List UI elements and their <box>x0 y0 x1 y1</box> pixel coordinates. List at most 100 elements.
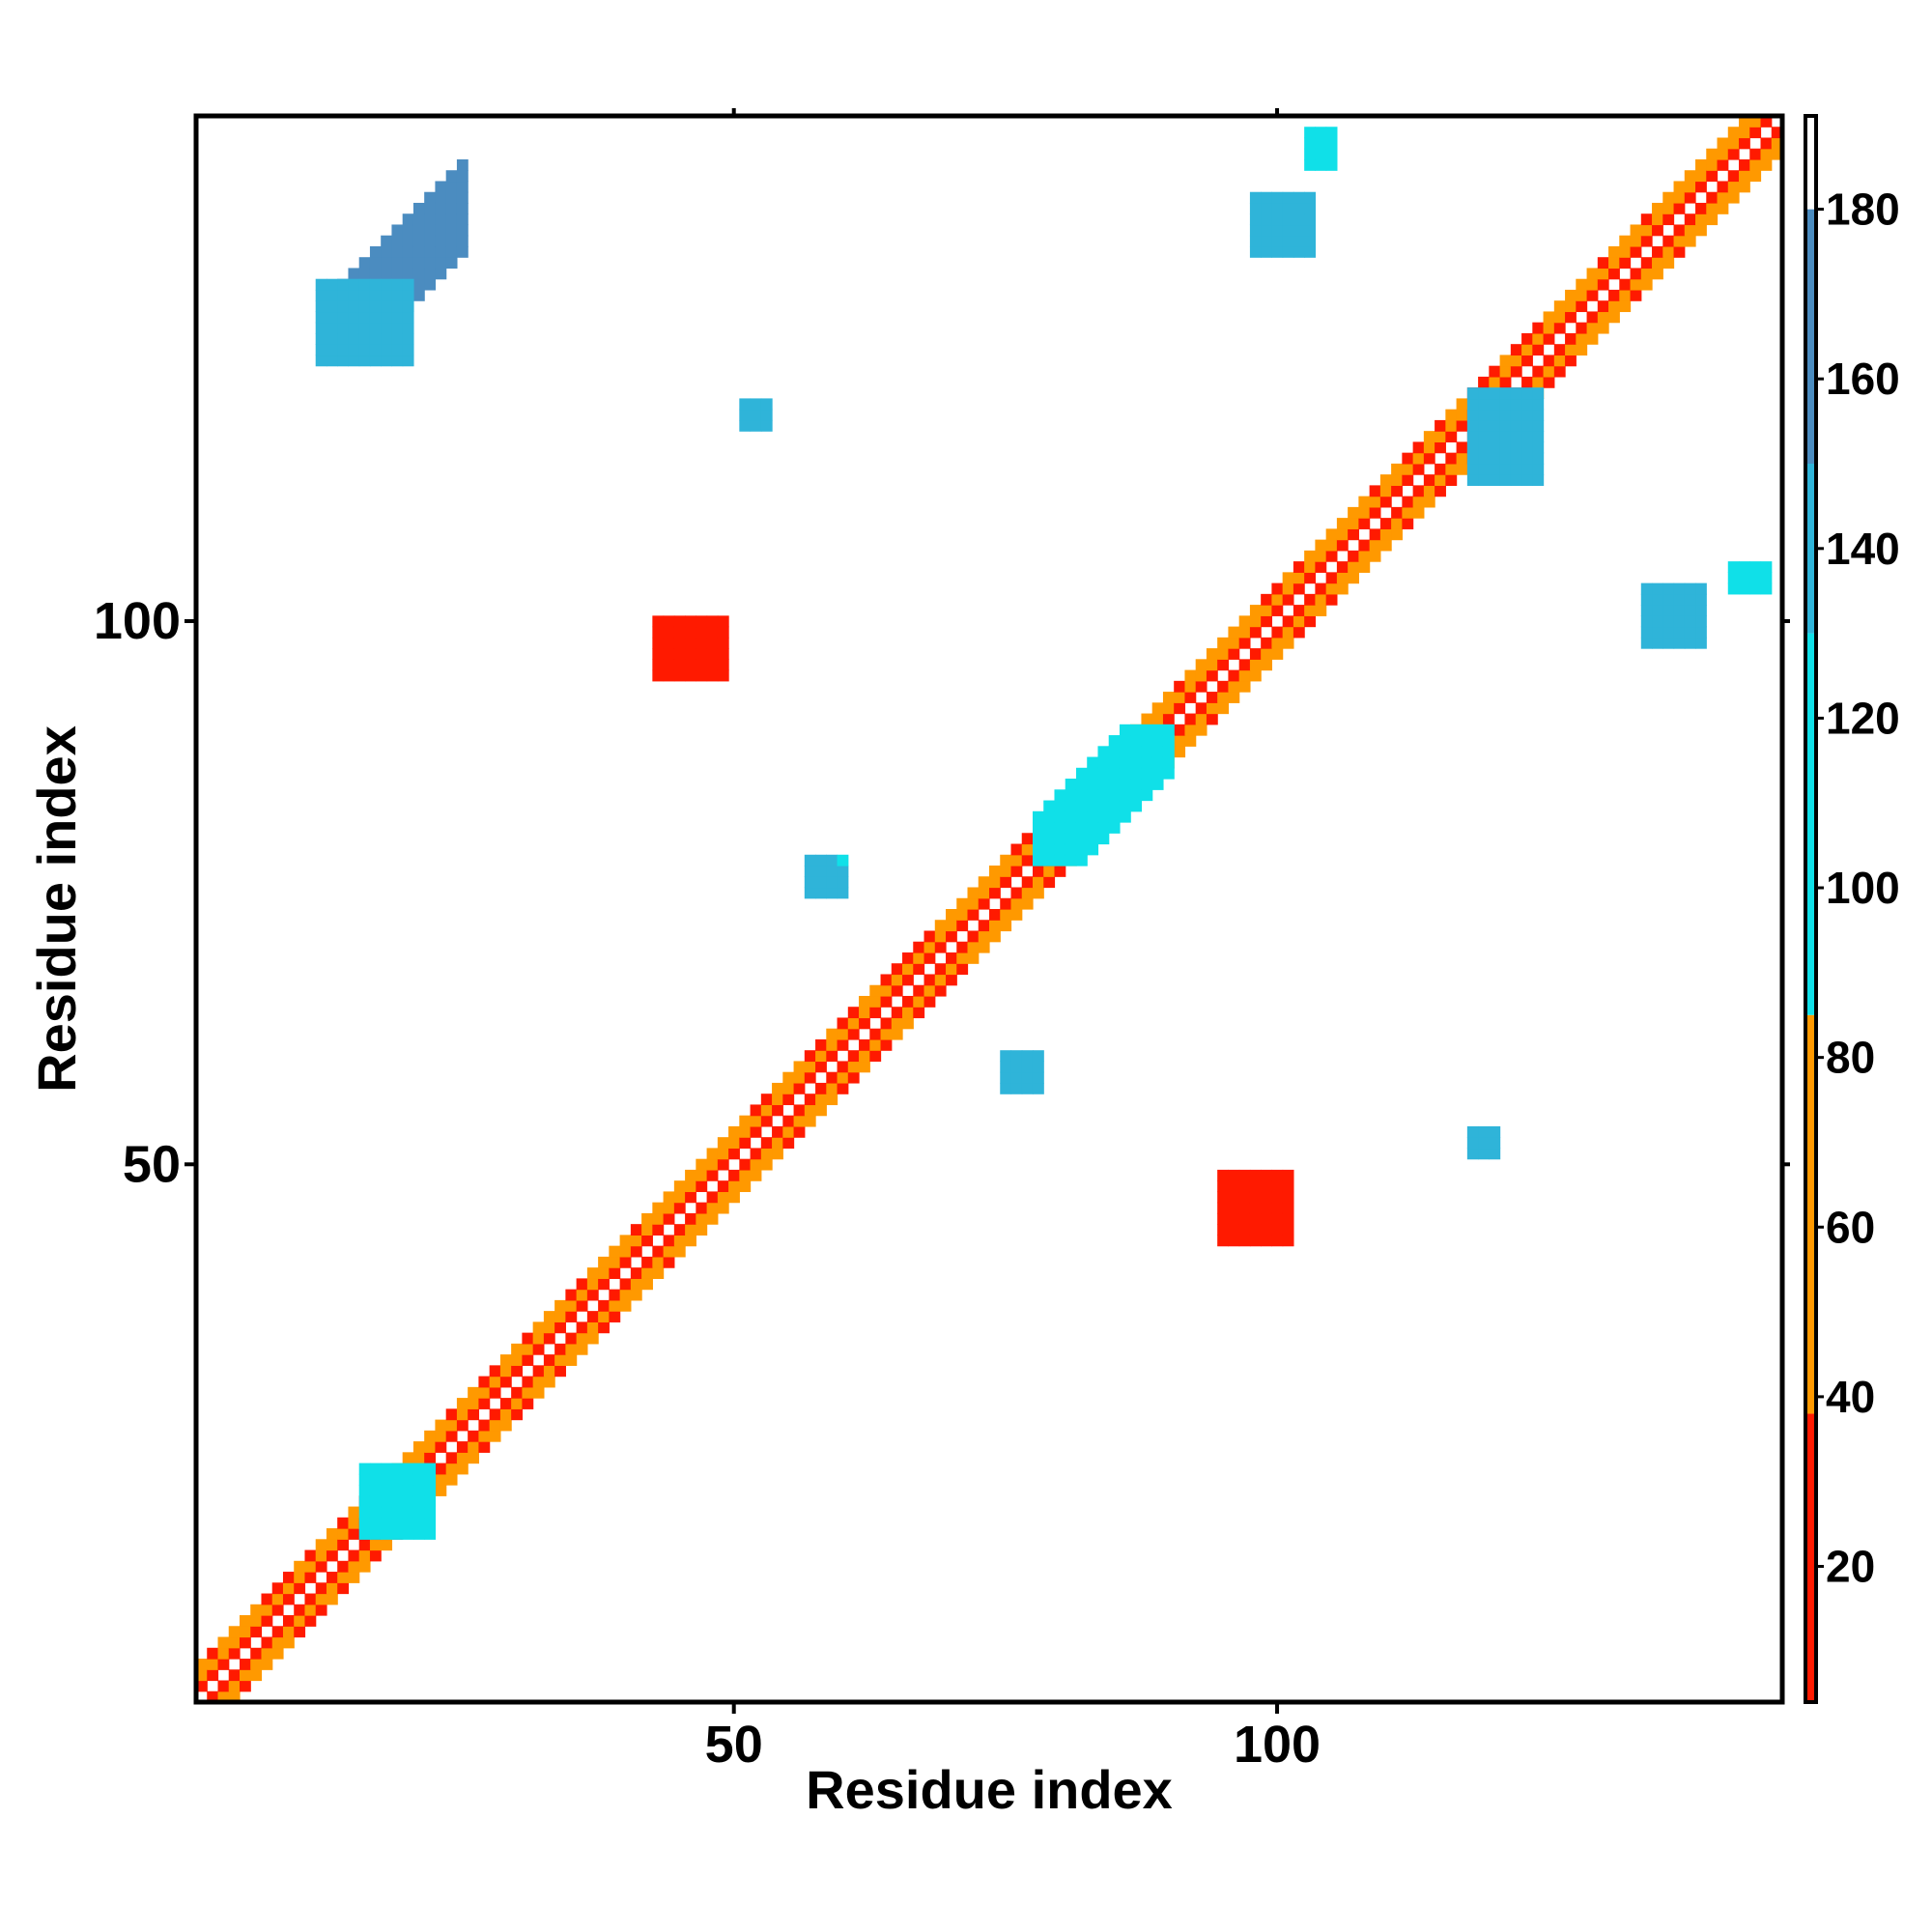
heatmap-cell <box>706 1148 719 1160</box>
heatmap-cell <box>304 1549 317 1562</box>
heatmap-cell <box>1466 441 1479 454</box>
heatmap-cell <box>391 322 404 334</box>
heatmap-cell <box>1379 496 1392 508</box>
heatmap-cell <box>424 1517 437 1529</box>
heatmap-cell <box>1119 800 1131 812</box>
heatmap-cell <box>673 648 686 660</box>
heatmap-cell <box>652 1267 665 1279</box>
heatmap-cell <box>956 897 969 910</box>
heatmap-cell <box>1304 137 1316 150</box>
heatmap-cell <box>358 311 371 324</box>
heatmap-cell <box>1662 615 1675 628</box>
heatmap-cell <box>685 1224 696 1236</box>
heatmap-cell <box>369 1463 382 1475</box>
heatmap-cell <box>1553 300 1566 313</box>
heatmap-cell <box>1489 441 1501 454</box>
heatmap-cell <box>1510 441 1522 454</box>
heatmap-cell <box>489 1430 501 1442</box>
heatmap-cell <box>837 854 849 867</box>
heatmap-cell <box>1184 724 1197 736</box>
heatmap-cell <box>445 213 458 226</box>
heatmap-cell <box>902 963 914 976</box>
heatmap-cell <box>532 1386 545 1399</box>
heatmap-cell <box>1238 615 1251 628</box>
heatmap-cell <box>1032 866 1044 877</box>
heatmap-cell <box>217 1690 230 1703</box>
heatmap-cell <box>1695 170 1707 183</box>
heatmap-cell <box>358 1473 371 1486</box>
heatmap-cell <box>489 1419 501 1432</box>
heatmap-cell <box>739 1137 752 1150</box>
heatmap-cell <box>1108 810 1121 823</box>
heatmap-cell <box>1435 431 1446 442</box>
heatmap-cell <box>1271 191 1284 204</box>
heatmap-cell <box>1630 278 1642 291</box>
heatmap-cell <box>456 1408 469 1421</box>
heatmap-cell <box>619 1289 632 1301</box>
heatmap-cell <box>435 268 447 280</box>
heatmap-cell <box>1271 1212 1284 1225</box>
heatmap-cell <box>1000 1082 1012 1094</box>
heatmap-cell <box>1466 463 1479 475</box>
heatmap-cell <box>1032 810 1044 823</box>
heatmap-cell <box>728 1137 740 1150</box>
heatmap-cell <box>1282 637 1294 649</box>
heatmap-cell <box>1141 789 1153 802</box>
heatmap-cell <box>1108 779 1121 790</box>
heatmap-cell <box>826 1071 838 1084</box>
heatmap-cell <box>348 289 360 301</box>
heatmap-cell <box>489 1386 501 1399</box>
heatmap-cell <box>696 637 708 649</box>
heatmap-cell <box>1315 550 1327 562</box>
heatmap-cell <box>424 191 437 204</box>
heatmap-cell <box>1021 887 1034 899</box>
heatmap-cell <box>1238 1191 1251 1204</box>
heatmap-cell <box>1217 1191 1230 1204</box>
heatmap-cell <box>1087 833 1099 845</box>
heatmap-cell <box>696 1202 708 1214</box>
heatmap-cell <box>1217 648 1230 660</box>
heatmap-cell <box>402 257 414 270</box>
heatmap-cell <box>1662 593 1675 606</box>
heatmap-cell <box>1141 735 1153 747</box>
heatmap-cell <box>1065 843 1077 856</box>
heatmap-cell <box>348 344 360 356</box>
heatmap-cell <box>412 1452 425 1464</box>
heatmap-cell <box>1760 116 1773 128</box>
heatmap-cell <box>1336 539 1349 552</box>
heatmap-cell <box>381 257 393 270</box>
heatmap-cell <box>1695 637 1707 649</box>
heatmap-cell <box>815 1082 827 1094</box>
heatmap-cell <box>1489 409 1501 421</box>
heatmap-cell <box>1630 224 1642 237</box>
heatmap-cell <box>1369 485 1381 497</box>
heatmap-cell <box>696 615 708 628</box>
heatmap-cell <box>326 1572 338 1583</box>
heatmap-cell <box>402 355 414 367</box>
heatmap-cell <box>1412 496 1425 508</box>
colorbar-tick-label: 40 <box>1826 1372 1875 1422</box>
heatmap-cell <box>586 1332 599 1345</box>
heatmap-cell <box>1597 268 1609 280</box>
heatmap-cell <box>228 1626 241 1638</box>
heatmap-cell <box>989 876 1001 889</box>
heatmap-cell <box>1010 854 1023 867</box>
heatmap-cell <box>1271 235 1284 247</box>
heatmap-cell <box>348 278 360 291</box>
heatmap-cell <box>685 1212 696 1225</box>
heatmap-cell <box>1640 593 1653 606</box>
heatmap-cell <box>946 909 957 921</box>
heatmap-cell <box>1282 572 1294 584</box>
heatmap-cell <box>337 322 350 334</box>
heatmap-cell <box>348 1549 360 1562</box>
heatmap-cell <box>1673 245 1686 258</box>
heatmap-cell <box>1706 202 1719 214</box>
heatmap-cell <box>934 984 947 997</box>
heatmap-cell <box>1293 224 1305 237</box>
heatmap-cell <box>1141 767 1153 780</box>
heatmap-cell <box>609 1299 621 1312</box>
heatmap-cell <box>348 1528 360 1540</box>
heatmap-cell <box>445 170 458 183</box>
heatmap-cell <box>1087 756 1099 769</box>
heatmap-cell <box>1739 116 1750 128</box>
